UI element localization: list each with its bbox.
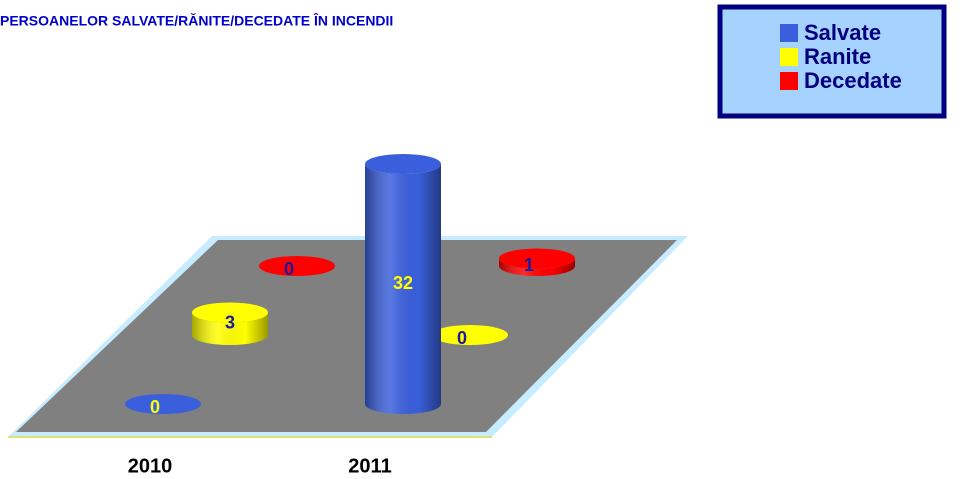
legend [717,4,947,119]
legend-label: Decedate [804,68,902,93]
cylinder-top [499,248,575,269]
cylinder-top [432,325,508,345]
cylinder-top [192,302,268,323]
legend-swatch [780,24,798,42]
cylinder-top [365,154,441,174]
data-label: 1 [524,255,534,275]
data-label: 0 [150,397,160,417]
chart-title: PERSOANELOR SALVATE/RĂNITE/DECEDATE ÎN I… [0,12,393,29]
legend-label: Salvate [804,20,881,45]
cylinder-shade [365,164,441,414]
data-label: 0 [284,259,294,279]
legend-label: Ranite [804,44,871,69]
legend-swatch [780,72,798,90]
data-label: 0 [457,328,467,348]
x-tick-label: 2010 [128,455,173,477]
cylinder-shade [499,258,575,276]
cylinder-top [259,256,335,276]
cylinder-shade [192,312,268,345]
data-label: 3 [225,313,235,333]
x-tick-label: 2011 [348,455,391,477]
data-label: 32 [393,273,413,293]
floor [16,240,677,432]
legend-swatch [780,48,798,66]
cylinder-top [125,394,201,414]
plot: 0 1 3 0 0 32 [125,154,575,417]
